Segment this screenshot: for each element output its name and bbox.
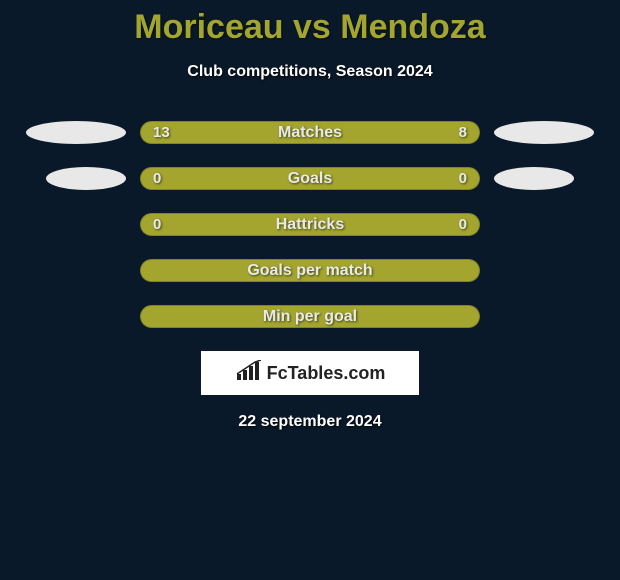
date-text: 22 september 2024 [0, 413, 620, 431]
logo-text: FcTables.com [267, 363, 386, 384]
stat-row: Goals per match [0, 259, 620, 282]
right-ellipse [494, 121, 594, 144]
chart-icon [235, 360, 263, 387]
stat-left-value: 13 [153, 124, 170, 141]
page-title: Moriceau vs Mendoza [0, 0, 620, 47]
logo-box: FcTables.com [201, 351, 419, 395]
stat-right-value: 8 [459, 124, 467, 141]
stat-right-value: 0 [459, 170, 467, 187]
left-ellipse [26, 259, 126, 282]
right-ellipse [494, 213, 594, 236]
stat-bar: 0Goals0 [140, 167, 480, 190]
stat-left-value: 0 [153, 170, 161, 187]
stat-label: Goals per match [141, 262, 479, 280]
stat-row: 13Matches8 [0, 121, 620, 144]
subtitle: Club competitions, Season 2024 [0, 63, 620, 81]
stat-bar: 0Hattricks0 [140, 213, 480, 236]
stat-left-value: 0 [153, 216, 161, 233]
stat-bar: 13Matches8 [140, 121, 480, 144]
stat-bar: Min per goal [140, 305, 480, 328]
right-ellipse [494, 259, 594, 282]
right-ellipse [494, 305, 594, 328]
right-ellipse [494, 167, 574, 190]
stat-label: Hattricks [141, 216, 479, 234]
stat-row: Min per goal [0, 305, 620, 328]
left-ellipse [46, 167, 126, 190]
stat-label: Min per goal [141, 308, 479, 326]
stat-label: Matches [141, 124, 479, 142]
stats-area: 13Matches80Goals00Hattricks0Goals per ma… [0, 121, 620, 328]
left-ellipse [26, 121, 126, 144]
stat-bar: Goals per match [140, 259, 480, 282]
left-ellipse [26, 305, 126, 328]
left-ellipse [26, 213, 126, 236]
stat-row: 0Hattricks0 [0, 213, 620, 236]
stat-row: 0Goals0 [0, 167, 620, 190]
stat-label: Goals [141, 170, 479, 188]
stat-right-value: 0 [459, 216, 467, 233]
